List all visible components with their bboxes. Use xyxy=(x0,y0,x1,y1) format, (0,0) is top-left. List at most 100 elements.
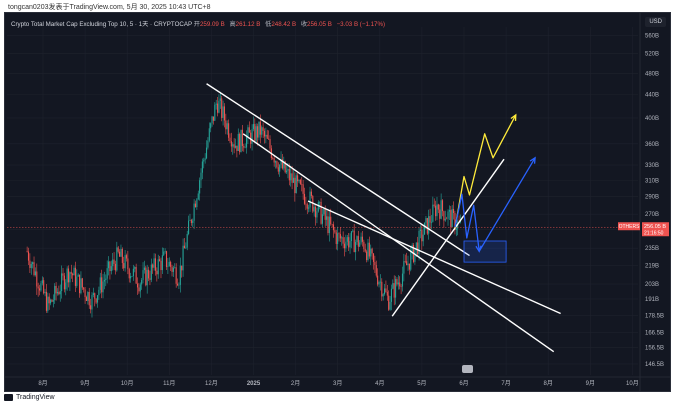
candle-body xyxy=(101,277,103,293)
candle-body xyxy=(383,288,386,295)
candle-body xyxy=(41,280,43,284)
candle-body xyxy=(36,271,38,287)
footer-brand: TradingView xyxy=(16,394,55,401)
candle-body xyxy=(127,258,129,270)
candle-body xyxy=(406,261,408,266)
candle-body xyxy=(95,298,97,303)
candle-body xyxy=(197,193,199,200)
candle-body xyxy=(116,247,118,271)
candle-body xyxy=(113,259,115,264)
y-tick-label: 191B xyxy=(645,297,659,303)
candle-body xyxy=(58,291,60,295)
currency-badge[interactable]: USD xyxy=(645,17,666,27)
candle-body xyxy=(320,201,322,224)
candle-body xyxy=(32,262,34,265)
candle-body xyxy=(301,183,303,185)
candle-body xyxy=(26,251,28,252)
candle-body xyxy=(61,273,63,292)
candle-body xyxy=(218,100,220,113)
legend-open-label: 开 xyxy=(193,21,200,28)
candle-body xyxy=(128,269,130,279)
candle-body xyxy=(193,203,195,221)
candle-body xyxy=(73,267,75,276)
legend-symbol-title: Crypto Total Market Cap Excluding Top 10… xyxy=(11,21,193,28)
symbol-tag xyxy=(618,222,640,231)
candle-body xyxy=(288,169,290,181)
legend-low-value: 248.42 B xyxy=(271,21,297,28)
x-tick-label: 9月 xyxy=(80,380,89,387)
candle-body xyxy=(440,200,442,219)
projection-blue-long-path xyxy=(478,157,536,252)
candle-body xyxy=(239,134,241,153)
candle-body xyxy=(192,220,194,224)
candle-body xyxy=(63,275,65,290)
candle-body xyxy=(141,279,143,285)
candle-body xyxy=(450,210,452,227)
candle-body xyxy=(244,147,246,149)
candle-body xyxy=(328,216,330,234)
candle-body xyxy=(150,264,152,280)
candle-body xyxy=(255,126,257,141)
candle-body xyxy=(298,179,300,182)
candle-body xyxy=(94,293,96,299)
candle-body xyxy=(459,221,461,223)
candle-body xyxy=(80,278,82,294)
candle-body xyxy=(38,288,41,291)
candle-body xyxy=(205,147,208,159)
candle-body xyxy=(174,267,176,268)
x-tick-label: 9月 xyxy=(586,380,595,387)
candle-body xyxy=(364,248,366,252)
candle-body xyxy=(139,284,141,292)
candle-body xyxy=(339,234,341,239)
candle-body xyxy=(294,177,296,194)
candle-body xyxy=(48,296,50,304)
candle-body xyxy=(131,276,133,277)
candle-body xyxy=(385,288,387,292)
candle-body xyxy=(59,291,61,295)
candle-body xyxy=(417,242,419,255)
candle-body xyxy=(377,275,379,285)
candle-body xyxy=(254,124,256,141)
candle-body xyxy=(452,209,455,213)
candle-body xyxy=(142,270,144,280)
candle-body xyxy=(72,273,74,276)
candle-body xyxy=(441,200,444,212)
legend-open-value: 259.09 B xyxy=(199,21,225,28)
candle-body xyxy=(259,121,261,135)
candle-body xyxy=(334,230,336,233)
candle-body xyxy=(106,268,108,279)
candle-body xyxy=(156,270,158,275)
candle-body xyxy=(27,251,30,261)
candle-body xyxy=(424,222,426,235)
candle-body xyxy=(245,136,248,148)
candle-body xyxy=(341,237,343,239)
candle-body xyxy=(353,230,355,253)
candle-body xyxy=(103,280,105,282)
candle-body xyxy=(243,145,245,148)
candle-body xyxy=(240,129,242,153)
candle-body xyxy=(241,129,243,146)
candle-body xyxy=(286,170,288,173)
y-tick-label: 219B xyxy=(645,263,659,269)
projection-blue-path xyxy=(454,193,480,252)
candle-body xyxy=(415,242,417,250)
candle-body xyxy=(359,242,361,247)
candle-body xyxy=(76,276,78,286)
candle-body xyxy=(448,210,450,212)
price-tag xyxy=(642,222,669,237)
candle-body xyxy=(279,164,281,172)
candle-body xyxy=(404,261,406,262)
chart-frame[interactable]: 560B 520B 480B 440B 400B 360B 330B 310B 290B 270B… xyxy=(4,12,671,392)
candle-body xyxy=(430,221,433,223)
candle-body xyxy=(263,130,266,137)
candle-body xyxy=(83,287,85,290)
candle-body xyxy=(79,274,81,294)
projection-blue-long-path-arrowhead xyxy=(529,156,536,164)
price-chart[interactable]: 560B 520B 480B 440B 400B 360B 330B 310B 290B 270B… xyxy=(5,13,670,391)
candle-body xyxy=(372,253,375,262)
candle-body xyxy=(47,296,49,311)
candle-body xyxy=(107,261,110,269)
candle-body xyxy=(237,134,239,151)
candle-body xyxy=(421,229,423,242)
candle-body xyxy=(303,193,306,204)
